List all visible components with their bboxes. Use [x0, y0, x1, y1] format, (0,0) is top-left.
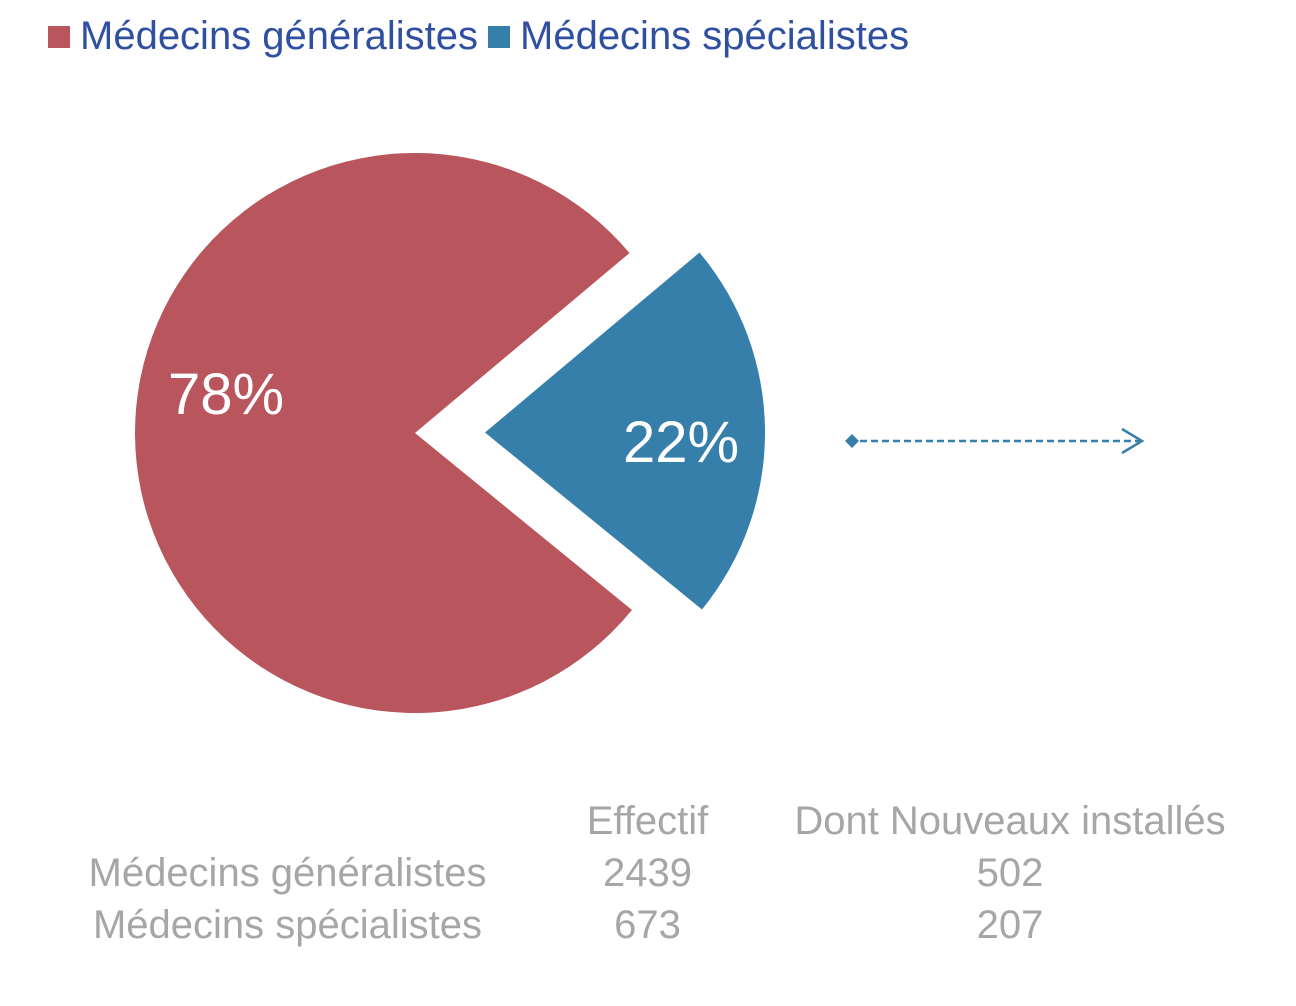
legend-item-specialistes: Médecins spécialistes	[488, 14, 909, 59]
table-row: Médecins généralistes 2439 502	[60, 847, 1240, 899]
table-cell-effectif: 673	[614, 903, 681, 947]
table-header-empty	[60, 795, 515, 847]
pie-chart: 78% 22%	[135, 152, 1145, 713]
pie-slice-specialistes	[484, 252, 765, 610]
legend-label-generalistes: Médecins généralistes	[80, 14, 478, 58]
table-header-nouveaux: Dont Nouveaux installés	[794, 799, 1226, 843]
legend-swatch-generalistes	[48, 25, 70, 48]
table-cell-nouveaux: 207	[976, 903, 1044, 947]
table-row: Médecins spécialistes 673 207	[60, 899, 1240, 951]
chart-legend: Médecins généralistes Médecins spécialis…	[48, 14, 919, 59]
table-cell-name: Médecins spécialistes	[92, 903, 483, 947]
legend-swatch-specialistes	[488, 25, 510, 48]
connector-diamond	[845, 434, 859, 448]
connector-arrowhead	[1121, 427, 1145, 455]
table-cell-effectif: 2439	[603, 851, 692, 895]
table-cell-nouveaux: 502	[976, 851, 1044, 895]
table-header-row: Effectif Dont Nouveaux installés	[60, 795, 1240, 847]
pie-label-specialistes: 22%	[623, 410, 739, 475]
data-table: Effectif Dont Nouveaux installés Médecin…	[60, 795, 1240, 951]
pie-label-generalistes: 78%	[168, 362, 284, 427]
legend-item-generalistes: Médecins généralistes	[48, 14, 478, 59]
pie-slice-generalistes	[135, 152, 632, 713]
connector-arrow	[845, 427, 1145, 455]
table-header-effectif: Effectif	[586, 799, 709, 843]
table-cell-name: Médecins généralistes	[88, 851, 487, 895]
legend-label-specialistes: Médecins spécialistes	[520, 14, 910, 58]
